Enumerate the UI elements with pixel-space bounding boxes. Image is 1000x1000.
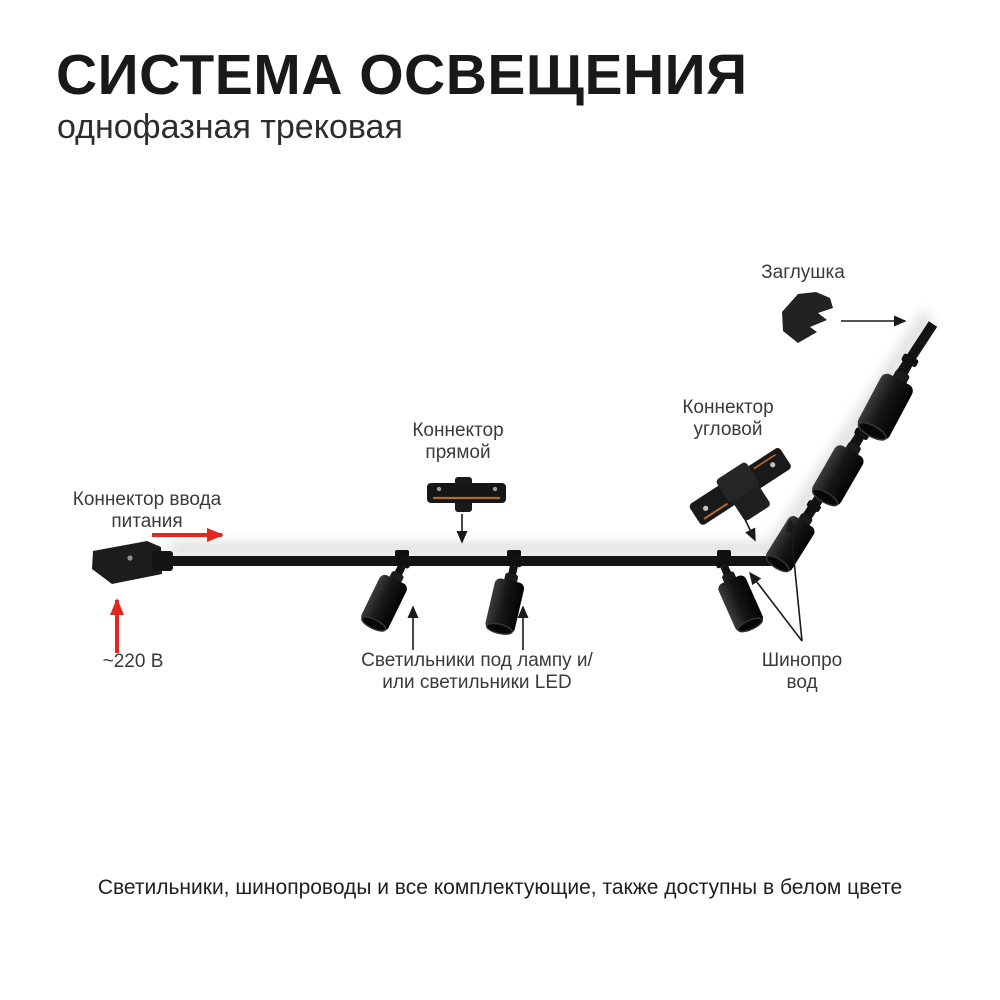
label-straight-connector: Коннектор прямой xyxy=(412,420,504,463)
label-fixtures: Светильники под лампу и/или светильники … xyxy=(361,650,593,693)
power-connector-figure xyxy=(92,541,173,584)
straight-connector-figure xyxy=(427,477,506,512)
corner-connector-arrow xyxy=(739,508,756,542)
endcap-figure xyxy=(782,292,833,343)
page-title: СИСТЕМА ОСВЕЩЕНИЯ xyxy=(56,43,748,107)
corner-connector-figure xyxy=(689,448,791,525)
label-busbar: Шинопро вод xyxy=(752,650,852,694)
track-clamp xyxy=(395,550,409,557)
page-subtitle: однофазная трековая xyxy=(57,108,403,146)
label-corner-connector: Коннектор угловой xyxy=(682,397,774,440)
label-endcap: Заглушка xyxy=(761,262,845,283)
busbar-arrow-horizontal xyxy=(749,571,803,642)
busbar-arrow-diagonal xyxy=(785,518,803,642)
track-clamp xyxy=(507,550,521,557)
label-voltage: ~220 В xyxy=(102,651,164,672)
label-power-connector: Коннектор ввода питания xyxy=(72,489,222,532)
footer-note: Светильники, шинопроводы и все комплекту… xyxy=(97,876,903,899)
label-busbar-line1: Шинопро xyxy=(761,650,843,671)
label-busbar-line2: вод xyxy=(786,672,818,693)
track-clamp xyxy=(717,550,731,557)
track-busbar xyxy=(168,321,938,566)
